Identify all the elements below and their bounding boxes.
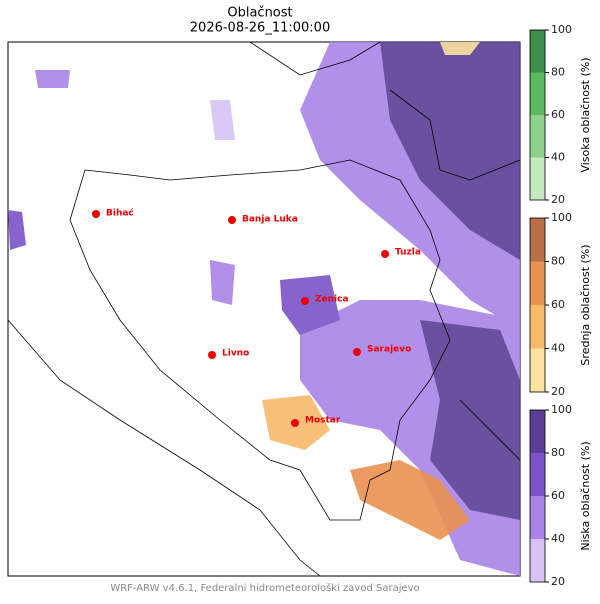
title: Oblačnost	[227, 6, 292, 21]
cities: Bihać Banja Luka Tuzla Zenica Livno Sara…	[92, 208, 421, 427]
colorbar-label: Niska oblačnost (%)	[579, 441, 592, 550]
colorbar-tick-label: 20	[551, 193, 565, 206]
colorbar-band	[530, 261, 545, 305]
colorbar-tick-label: 60	[551, 108, 565, 121]
colorbar-tick-label: 100	[551, 23, 572, 36]
colorbar-band	[530, 157, 545, 200]
city-marker	[92, 210, 100, 218]
colorbar-tick-label: 60	[551, 489, 565, 502]
colorbar-band	[530, 539, 545, 582]
borders	[7, 41, 521, 577]
city-marker	[228, 216, 236, 224]
colorbars: 20 40 60 80 100 Visoka oblačnost (%) 20 40 60 80 1…	[529, 23, 592, 588]
colorbar-tick-label: 20	[551, 575, 565, 588]
colorbar-tick-label: 40	[551, 532, 565, 545]
colorbar-tick-label: 80	[551, 255, 565, 268]
colorbar-label: Srednja oblačnost (%)	[579, 244, 592, 365]
city-marker	[353, 348, 361, 356]
city-label: Zenica	[315, 295, 349, 305]
colorbar-band	[530, 305, 545, 349]
city-label: Bihać	[106, 208, 134, 219]
map-area: Bihać Banja Luka Tuzla Zenica Livno Sara…	[7, 41, 521, 577]
city-marker	[381, 250, 389, 258]
colorbar-band	[530, 218, 545, 262]
city-label: Mostar	[305, 416, 341, 426]
city-marker	[291, 419, 299, 427]
colorbar-band	[530, 496, 545, 539]
low-clouds	[8, 42, 520, 576]
colorbar-band	[530, 30, 545, 73]
colorbar-tick-label: 80	[551, 446, 565, 459]
footer: WRF-ARW v4.6.1, Federalni hidrometeorolo…	[110, 582, 419, 594]
colorbar-tick-label: 40	[551, 151, 565, 164]
colorbar-tick-label: 80	[551, 66, 565, 79]
subtitle: 2026-08-26_11:00:00	[190, 21, 330, 36]
colorbar-tick-label: 100	[551, 211, 572, 224]
colorbar-tick-label: 60	[551, 298, 565, 311]
mid-clouds	[262, 42, 480, 540]
colorbar-label: Visoka oblačnost (%)	[579, 57, 592, 172]
city-marker	[301, 297, 309, 305]
colorbar-tick-label: 40	[551, 342, 565, 355]
colorbar-tick-label: 20	[551, 385, 565, 398]
city-marker	[208, 351, 216, 359]
colorbar-band	[530, 115, 545, 158]
city-label: Livno	[222, 349, 249, 359]
city-label: Banja Luka	[242, 215, 298, 225]
city-label: Tuzla	[395, 248, 421, 258]
colorbar-tick-label: 100	[551, 403, 572, 416]
colorbar-band	[530, 410, 545, 453]
city-label: Sarajevo	[367, 345, 411, 355]
colorbar-band	[530, 72, 545, 115]
colorbar-band	[530, 348, 545, 392]
colorbar-band	[530, 453, 545, 496]
